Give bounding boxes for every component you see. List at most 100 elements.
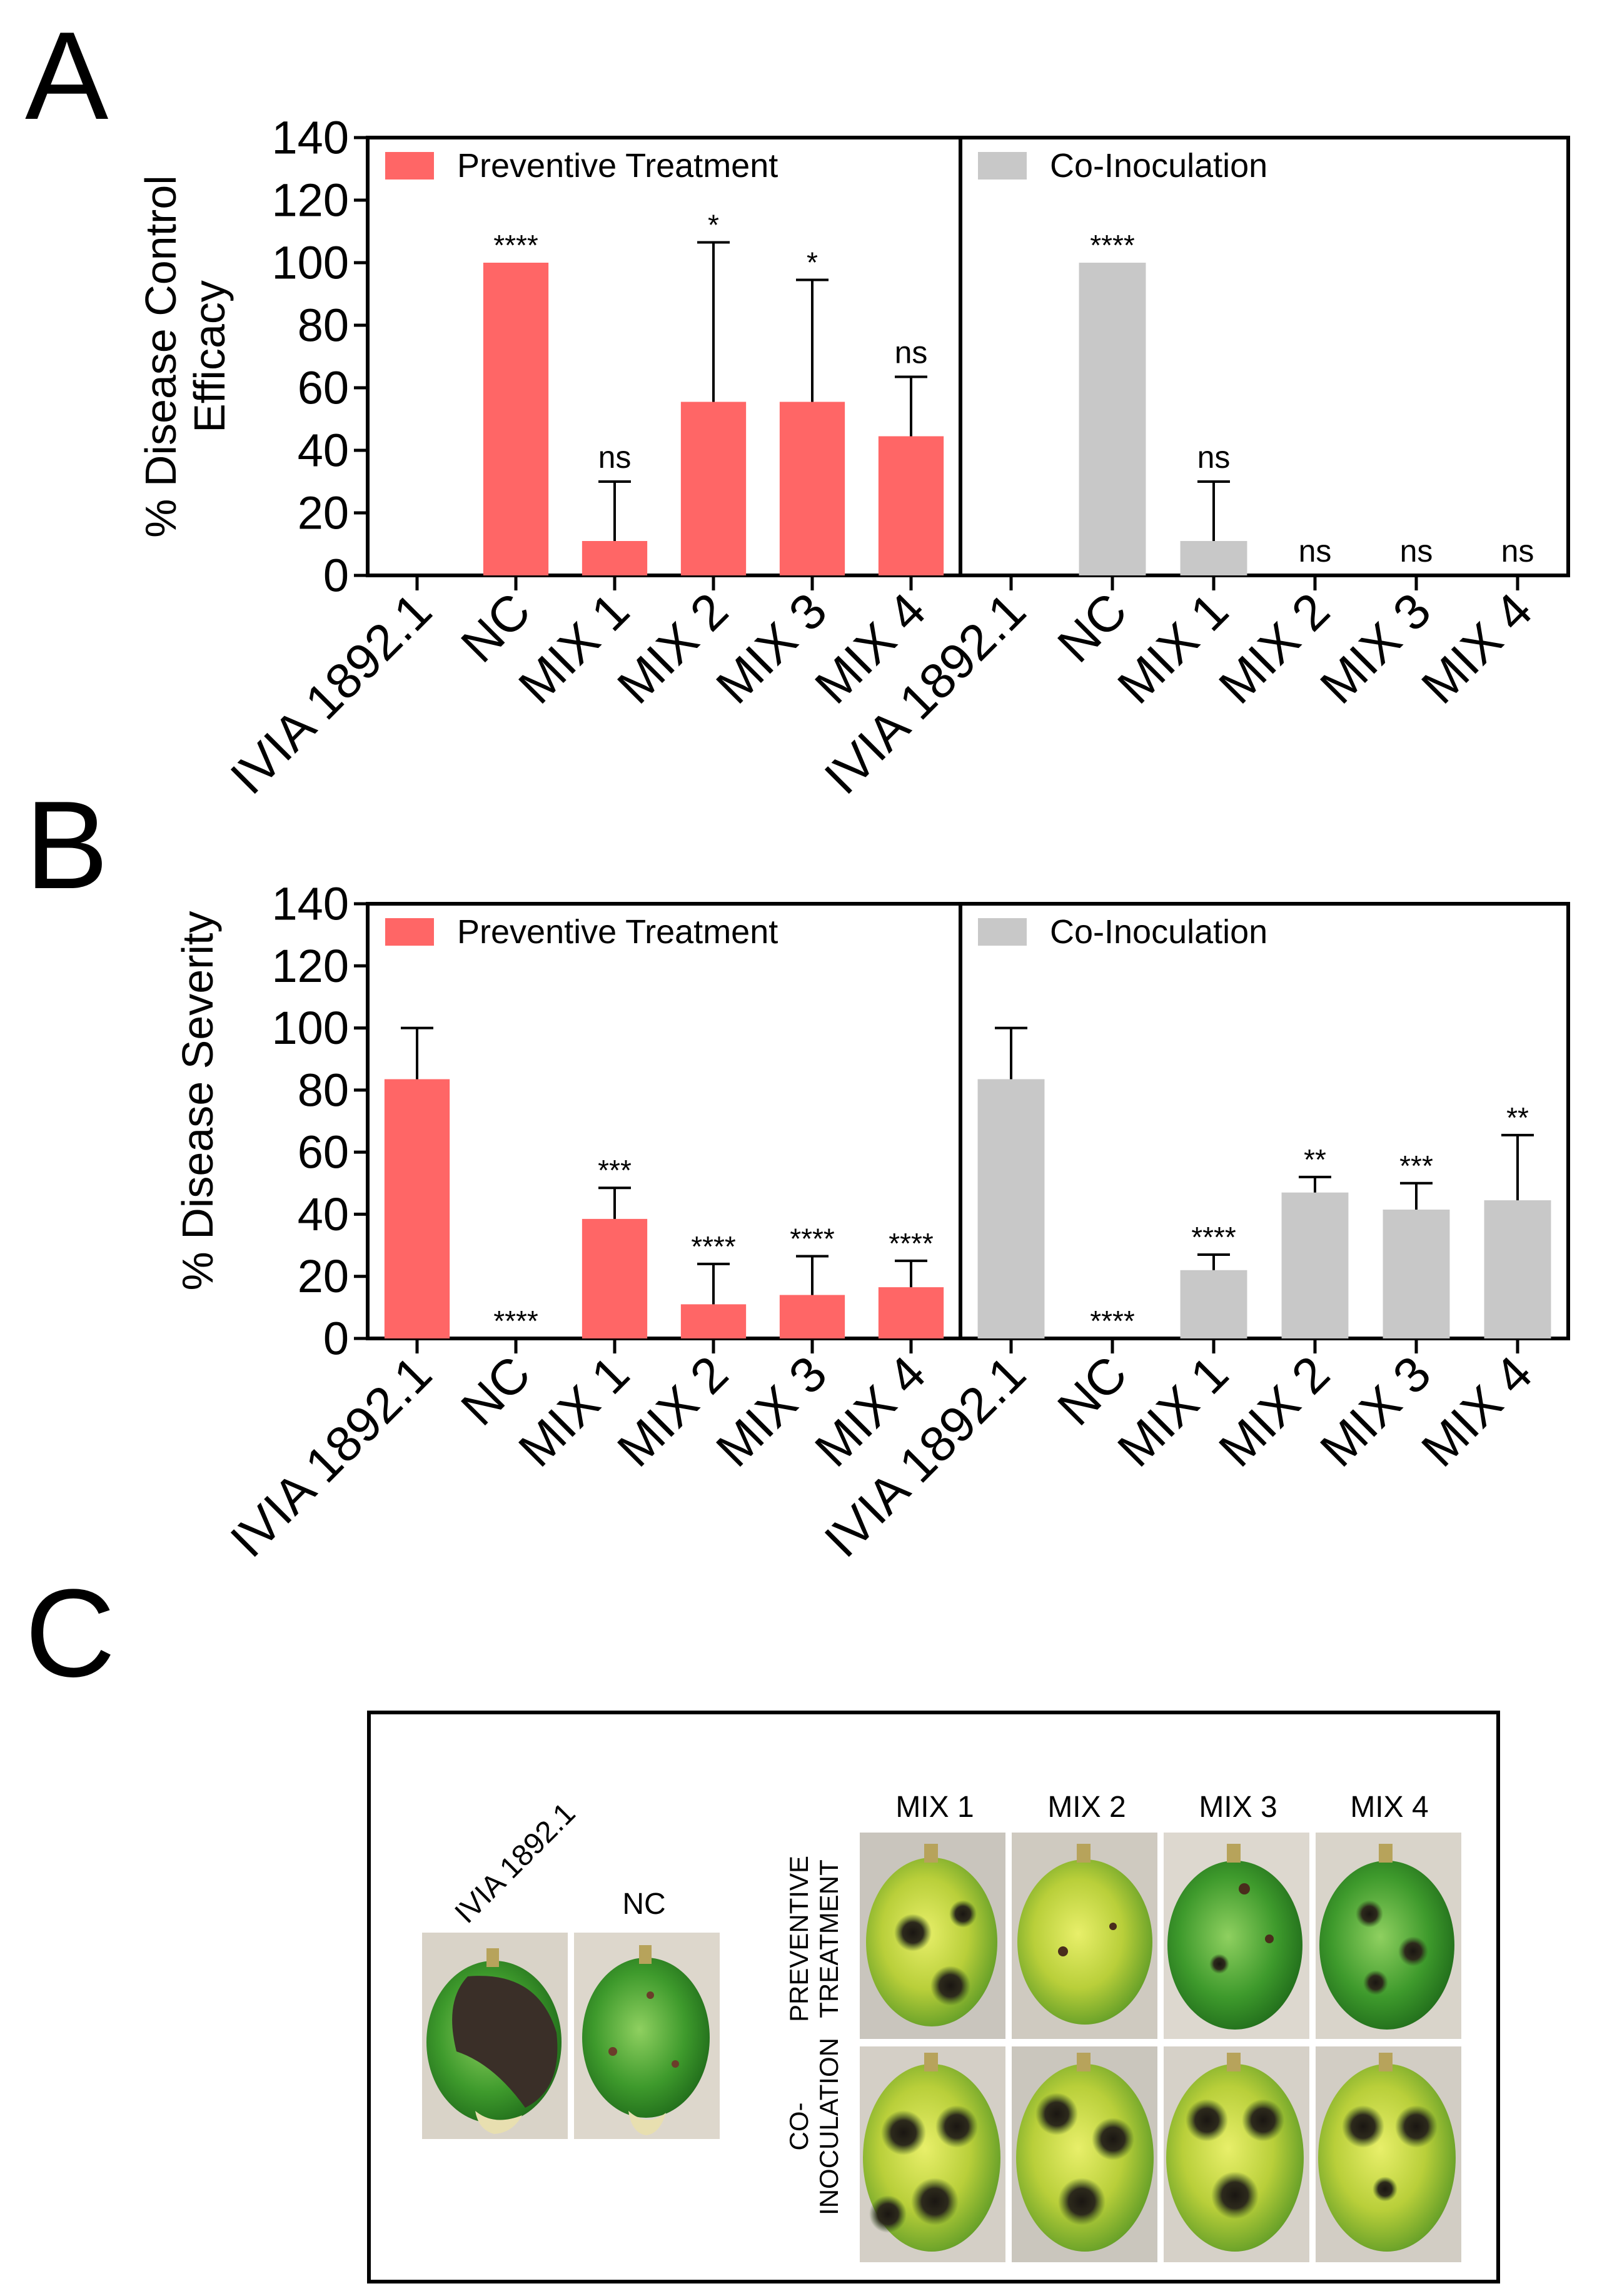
- photo-coinoculation-mix1: [860, 2046, 1005, 2262]
- legend-label: Preventive Treatment: [457, 147, 778, 185]
- significance-label: ***: [1399, 1150, 1433, 1182]
- bar: [779, 1295, 845, 1338]
- y-tick-label: 100: [272, 1002, 349, 1054]
- significance-label: ****: [493, 229, 538, 261]
- photo-row-label-coinoculation-line1: CO-: [784, 2103, 814, 2151]
- x-tick-label: MIX 1: [1107, 582, 1239, 714]
- significance-label: ****: [493, 1305, 538, 1337]
- y-tick-label: 20: [298, 1250, 349, 1302]
- photo-row-label-coinoculation: CO- INOCULATION: [784, 2038, 844, 2215]
- y-tick-label: 0: [323, 550, 349, 602]
- x-tick-label: MIX 3: [1309, 1345, 1441, 1477]
- plot-frame: [366, 136, 1570, 577]
- photo-panel: IVIA 1892.1 NC MIX 1 MIX 2 MIX 3 MIX 4 P…: [367, 1711, 1500, 2283]
- photo-col-label-mix3: MIX 3: [1199, 1791, 1277, 1824]
- photo-ivia: [422, 1933, 568, 2139]
- x-tick-label: MIX 3: [705, 582, 837, 714]
- y-tick-label: 120: [272, 940, 349, 992]
- photo-label-nc: NC: [622, 1888, 665, 1921]
- significance-label: **: [1304, 1143, 1326, 1176]
- photo-row-label-preventive-line2: TREATMENT: [814, 1859, 844, 2018]
- significance-label: ****: [889, 1227, 934, 1260]
- bar: [1281, 1192, 1349, 1338]
- bar: [582, 541, 648, 575]
- bar: [582, 1218, 648, 1338]
- y-axis-label: % Disease Severity: [173, 911, 222, 1291]
- bar: [977, 1079, 1045, 1338]
- photo-nc: [574, 1933, 720, 2139]
- bar: [878, 436, 944, 575]
- x-tick-label: MIX 4: [1411, 582, 1543, 714]
- significance-label: *: [708, 209, 719, 241]
- bar: [680, 402, 747, 575]
- significance-label: ****: [691, 1230, 736, 1263]
- y-tick-label: 80: [298, 1064, 349, 1116]
- photo-preventive-mix1: [860, 1833, 1005, 2039]
- photo-row-label-preventive: PREVENTIVE TREATMENT: [784, 1856, 844, 2022]
- bar: [483, 263, 549, 575]
- photo-preventive-mix2: [1012, 1833, 1157, 2039]
- photo-preventive-mix3: [1164, 1833, 1309, 2039]
- panel-letter-a: A: [25, 6, 109, 146]
- y-tick-label: 40: [298, 1188, 349, 1240]
- legend-swatch: [385, 918, 434, 946]
- significance-label: ****: [1090, 1305, 1135, 1337]
- x-tick-label: IVIA 1892.1: [220, 582, 442, 804]
- x-tick-label: MIX 2: [1208, 582, 1340, 714]
- bar: [1383, 1209, 1450, 1338]
- significance-label: ns: [1400, 534, 1433, 569]
- y-tick-label: 120: [272, 174, 349, 226]
- y-axis-label-line: Efficacy: [185, 280, 234, 433]
- bar: [1079, 263, 1146, 575]
- x-tick-label: MIX 4: [1411, 1345, 1543, 1477]
- significance-label: ****: [1090, 229, 1135, 261]
- y-tick-label: 140: [272, 878, 349, 930]
- significance-label: ns: [895, 335, 928, 370]
- y-axis-label-line: % Disease Control: [136, 175, 185, 538]
- y-tick-label: 40: [298, 425, 349, 477]
- bar: [1180, 541, 1247, 575]
- bar: [680, 1304, 747, 1338]
- significance-label: ns: [1501, 534, 1534, 569]
- significance-label: ns: [1299, 534, 1332, 569]
- legend-label: Co-Inoculation: [1050, 913, 1267, 951]
- x-tick-label: MIX 3: [1309, 582, 1441, 714]
- bar: [878, 1287, 944, 1338]
- y-tick-label: 60: [298, 1126, 349, 1178]
- significance-label: *: [807, 246, 818, 279]
- x-tick-label: MIX 1: [508, 1345, 640, 1477]
- bar: [1180, 1270, 1247, 1338]
- y-axis-label: % Disease ControlEfficacy: [136, 175, 234, 538]
- photo-col-label-mix2: MIX 2: [1047, 1791, 1126, 1824]
- y-tick-label: 80: [298, 300, 349, 351]
- significance-label: **: [1506, 1101, 1529, 1134]
- x-tick-label: MIX 1: [1107, 1345, 1239, 1477]
- x-tick-label: MIX 1: [508, 582, 640, 714]
- legend-label: Co-Inoculation: [1050, 147, 1267, 185]
- x-tick-label: IVIA 1892.1: [220, 1345, 442, 1567]
- photo-row-label-preventive-line1: PREVENTIVE: [784, 1856, 814, 2022]
- significance-label: ns: [1197, 440, 1231, 475]
- panel-letter-c: C: [25, 1564, 115, 1703]
- significance-label: ****: [790, 1222, 835, 1255]
- chart-b: 0 20 40 60 80 100 120 140 % Disease Severity Prev…: [173, 878, 1570, 1568]
- plot-frame: [366, 902, 1570, 1340]
- photo-coinoculation-mix4: [1316, 2046, 1461, 2262]
- y-tick-label: 0: [323, 1313, 349, 1365]
- chart-a: 0 20 40 60 80 100 120 140 % Disease ControlEffic…: [136, 112, 1570, 805]
- y-tick-label: 100: [272, 237, 349, 289]
- photo-label-ivia: IVIA 1892.1: [449, 1797, 582, 1930]
- x-tick-label: MIX 3: [705, 1345, 837, 1477]
- panel-letter-b: B: [25, 776, 108, 915]
- photo-col-label-mix4: MIX 4: [1350, 1791, 1428, 1824]
- bar: [779, 402, 845, 575]
- bar: [1484, 1200, 1551, 1338]
- legend-swatch: [978, 152, 1027, 180]
- photo-coinoculation-mix3: [1164, 2046, 1309, 2262]
- x-tick-label: MIX 2: [607, 1345, 738, 1477]
- photo-coinoculation-mix2: [1012, 2046, 1157, 2262]
- x-tick-label: MIX 2: [1208, 1345, 1340, 1477]
- y-tick-label: 140: [272, 112, 349, 164]
- x-tick-label: MIX 2: [607, 582, 738, 714]
